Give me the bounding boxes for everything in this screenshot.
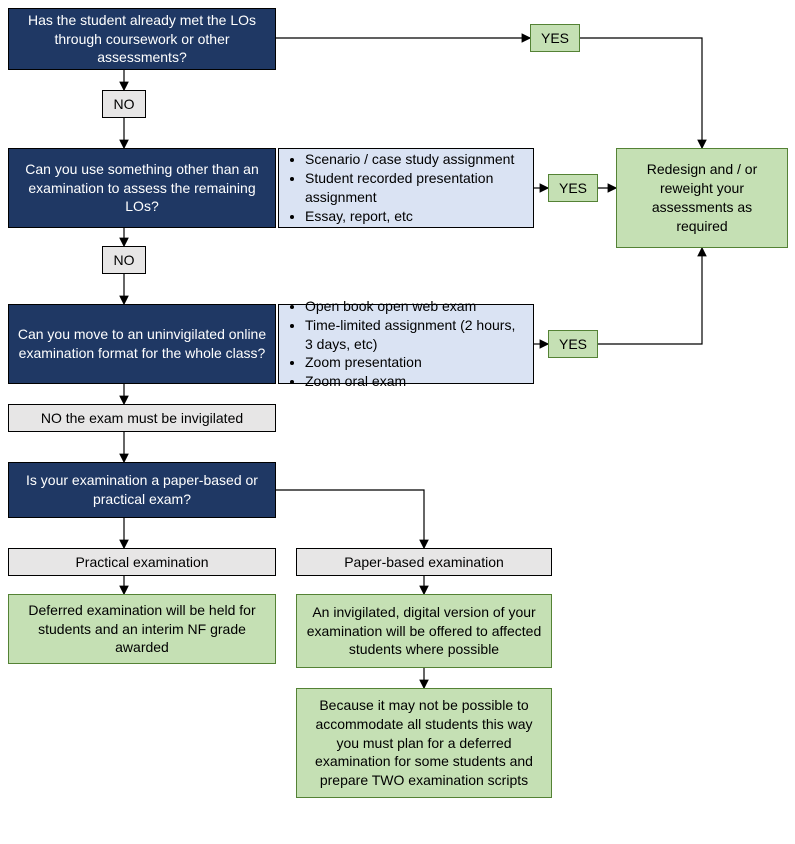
practical-label: Practical examination bbox=[8, 548, 276, 576]
no-1: NO bbox=[102, 90, 146, 118]
practical-outcome: Deferred examination will be held for st… bbox=[8, 594, 276, 664]
info-list-item: Zoom oral exam bbox=[305, 372, 525, 391]
no-3: NO the exam must be invigilated bbox=[8, 404, 276, 432]
yes-3: YES bbox=[548, 330, 598, 358]
yes-1: YES bbox=[530, 24, 580, 52]
yes-2: YES bbox=[548, 174, 598, 202]
info-list-item: Time-limited assignment (2 hours, 3 days… bbox=[305, 316, 525, 354]
redesign-outcome: Redesign and / or reweight your assessme… bbox=[616, 148, 788, 248]
paper-outcome-1: An invigilated, digital version of your … bbox=[296, 594, 552, 668]
question-2: Can you use something other than an exam… bbox=[8, 148, 276, 228]
question-3: Can you move to an uninvigilated online … bbox=[8, 304, 276, 384]
no-2: NO bbox=[102, 246, 146, 274]
info-list-item: Student recorded presentation assignment bbox=[305, 169, 525, 207]
info-list-item: Open book open web exam bbox=[305, 297, 525, 316]
question-1: Has the student already met the LOs thro… bbox=[8, 8, 276, 70]
paper-label: Paper-based examination bbox=[296, 548, 552, 576]
info-3: Open book open web examTime-limited assi… bbox=[278, 304, 534, 384]
info-list-item: Zoom presentation bbox=[305, 353, 525, 372]
info-list-item: Essay, report, etc bbox=[305, 207, 525, 226]
info-list-item: Scenario / case study assignment bbox=[305, 150, 525, 169]
paper-outcome-2: Because it may not be possible to accomm… bbox=[296, 688, 552, 798]
info-2: Scenario / case study assignmentStudent … bbox=[278, 148, 534, 228]
question-4: Is your examination a paper-based or pra… bbox=[8, 462, 276, 518]
